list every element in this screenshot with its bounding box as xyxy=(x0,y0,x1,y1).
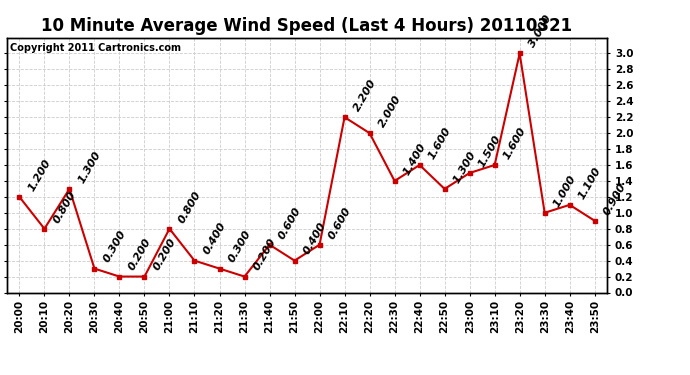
Text: 1.500: 1.500 xyxy=(477,133,503,169)
Text: 0.400: 0.400 xyxy=(302,221,328,256)
Text: 1.400: 1.400 xyxy=(402,141,428,177)
Text: 0.200: 0.200 xyxy=(251,237,278,272)
Text: 1.200: 1.200 xyxy=(26,157,52,193)
Text: Copyright 2011 Cartronics.com: Copyright 2011 Cartronics.com xyxy=(10,43,181,52)
Text: 0.300: 0.300 xyxy=(101,229,128,264)
Text: 1.100: 1.100 xyxy=(577,165,603,201)
Text: 0.800: 0.800 xyxy=(177,189,203,225)
Text: 1.600: 1.600 xyxy=(426,125,453,161)
Text: 0.600: 0.600 xyxy=(277,205,303,240)
Text: 0.400: 0.400 xyxy=(201,221,228,256)
Text: 2.200: 2.200 xyxy=(351,78,378,113)
Text: 0.800: 0.800 xyxy=(51,189,78,225)
Text: 0.200: 0.200 xyxy=(126,237,152,272)
Text: 0.600: 0.600 xyxy=(326,205,353,240)
Text: 0.200: 0.200 xyxy=(151,237,178,272)
Text: 1.000: 1.000 xyxy=(551,173,578,208)
Title: 10 Minute Average Wind Speed (Last 4 Hours) 20110321: 10 Minute Average Wind Speed (Last 4 Hou… xyxy=(41,16,573,34)
Text: 1.300: 1.300 xyxy=(77,149,103,185)
Text: 1.600: 1.600 xyxy=(502,125,528,161)
Text: 2.000: 2.000 xyxy=(377,93,403,129)
Text: 1.300: 1.300 xyxy=(451,149,478,185)
Text: 3.000: 3.000 xyxy=(526,14,553,49)
Text: 0.900: 0.900 xyxy=(602,181,628,217)
Text: 0.300: 0.300 xyxy=(226,229,253,264)
